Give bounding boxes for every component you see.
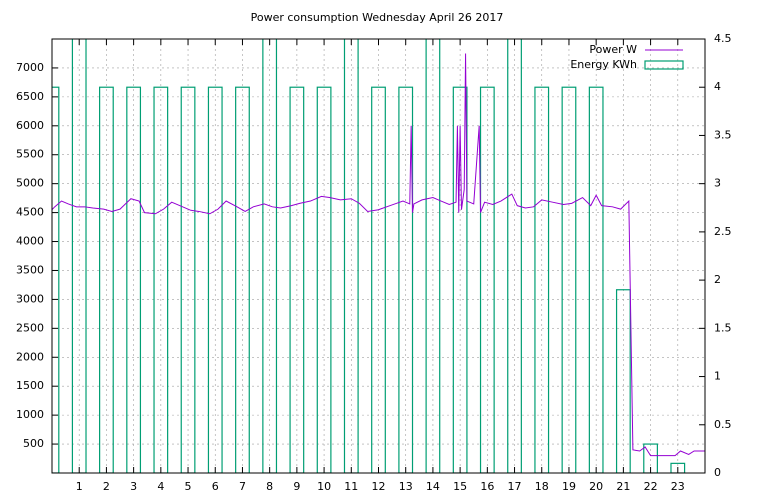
legend-label: Energy KWh [570,58,637,71]
x-tick-label: 15 [453,480,467,493]
energy-box [615,289,631,473]
x-tick-label: 3 [130,480,137,493]
y-tick-label: 4500 [16,206,44,219]
axes: 1 2 3 4 5 6 7 8 9 10 11 12 13 14 15 16 17 18 19 20 21 22 23500… [16,32,732,493]
energy-box [425,39,441,473]
x-tick-label: 7 [239,480,246,493]
x-tick-label: 12 [372,480,386,493]
energy-box [71,39,87,473]
energy-box [262,39,278,473]
x-tick-label: 4 [157,480,164,493]
y-tick-label: 5500 [16,148,44,161]
y-tick-label: 6500 [16,90,44,103]
x-tick-label: 6 [212,480,219,493]
x-tick-label: 11 [344,480,358,493]
legend-label: Power W [589,43,637,56]
y2-tick-label: 0 [714,466,721,479]
y-tick-label: 500 [23,437,44,450]
x-tick-label: 9 [293,480,300,493]
x-tick-label: 17 [508,480,522,493]
x-tick-label: 16 [480,480,494,493]
y2-tick-label: 0.5 [714,418,732,431]
x-tick-label: 2 [103,480,110,493]
y-tick-label: 3500 [16,263,44,276]
y-tick-label: 2500 [16,321,44,334]
y-tick-label: 2000 [16,350,44,363]
x-tick-label: 8 [266,480,273,493]
y2-tick-label: 2.5 [714,225,732,238]
x-tick-label: 21 [616,480,630,493]
energy-box [643,443,658,473]
energy-box [670,462,686,473]
y-tick-label: 7000 [16,61,44,74]
y-tick-label: 1000 [16,408,44,421]
y2-tick-label: 4.5 [714,32,732,45]
x-tick-label: 14 [426,480,440,493]
x-tick-label: 22 [644,480,658,493]
x-tick-label: 1 [76,480,83,493]
x-tick-label: 19 [562,480,576,493]
y2-tick-label: 1.5 [714,321,732,334]
y-tick-label: 3000 [16,292,44,305]
x-tick-label: 5 [185,480,192,493]
energy-box [507,39,522,473]
x-tick-label: 13 [399,480,413,493]
y-tick-label: 5000 [16,177,44,190]
y2-tick-label: 1 [714,370,721,383]
y2-tick-label: 2 [714,273,721,286]
legend-swatch [644,60,684,70]
y-tick-label: 1500 [16,379,44,392]
x-tick-label: 10 [317,480,331,493]
x-tick-label: 18 [535,480,549,493]
x-tick-label: 20 [589,480,603,493]
chart-title: Power consumption Wednesday April 26 201… [251,11,504,24]
y2-tick-label: 3.5 [714,128,732,141]
y-tick-label: 4000 [16,235,44,248]
y2-tick-label: 4 [714,80,721,93]
grid [52,39,705,473]
y2-tick-label: 3 [714,177,721,190]
power-line [52,53,705,457]
y-tick-label: 6000 [16,119,44,132]
x-tick-label: 23 [671,480,685,493]
energy-box [343,39,359,473]
